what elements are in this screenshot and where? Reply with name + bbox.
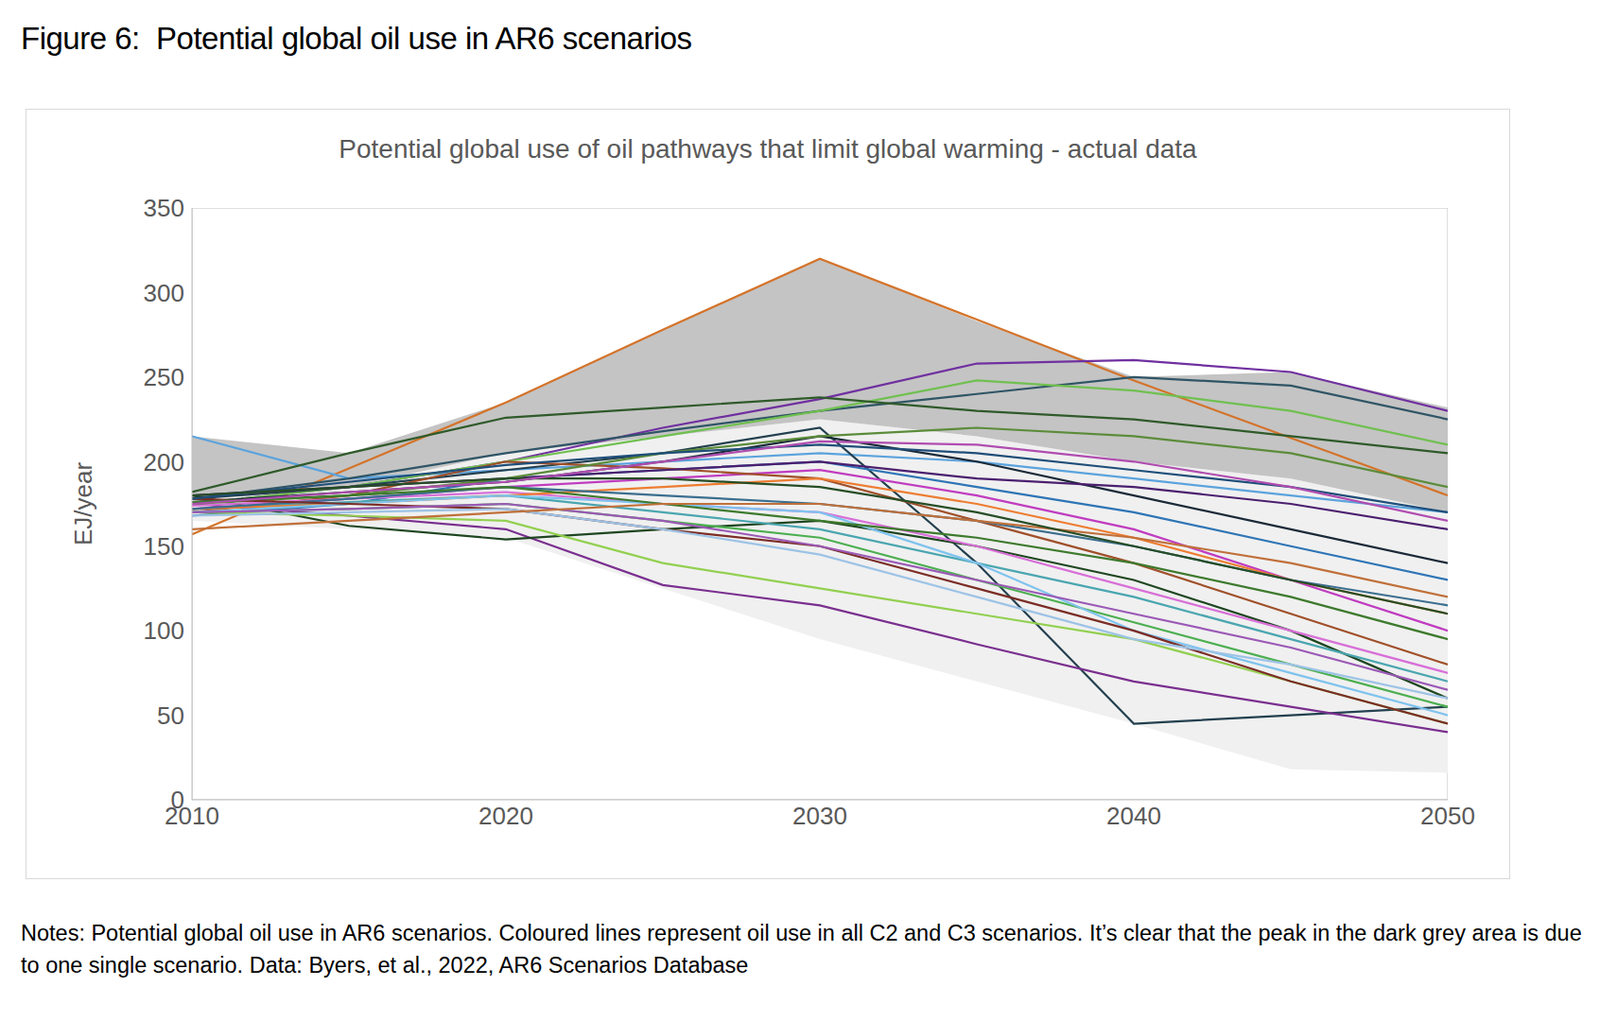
svg-text:150: 150: [143, 532, 185, 561]
svg-text:2010: 2010: [164, 802, 220, 831]
svg-text:300: 300: [143, 278, 185, 308]
svg-text:0: 0: [171, 785, 185, 815]
svg-text:100: 100: [143, 616, 185, 645]
svg-text:2040: 2040: [1106, 801, 1162, 831]
svg-text:50: 50: [156, 701, 185, 731]
html-text:Potential global use of oil pa: Potential global use of oil pathways tha…: [338, 134, 1197, 164]
svg-text:2050: 2050: [1420, 801, 1476, 831]
svg-text:200: 200: [143, 448, 185, 477]
svg-text:EJ/year: EJ/year: [69, 462, 98, 546]
svg-text:2030: 2030: [792, 801, 848, 831]
svg-text:2020: 2020: [478, 801, 534, 831]
html-text:Notes: Potential global oil us: Notes: Potential global oil use in AR6 s…: [20, 921, 1582, 978]
svg-text:350: 350: [143, 193, 185, 223]
html-text:Figure 6: Potential global oil: Figure 6: Potential global oil use in AR…: [20, 20, 692, 56]
svg-text:250: 250: [143, 363, 185, 392]
